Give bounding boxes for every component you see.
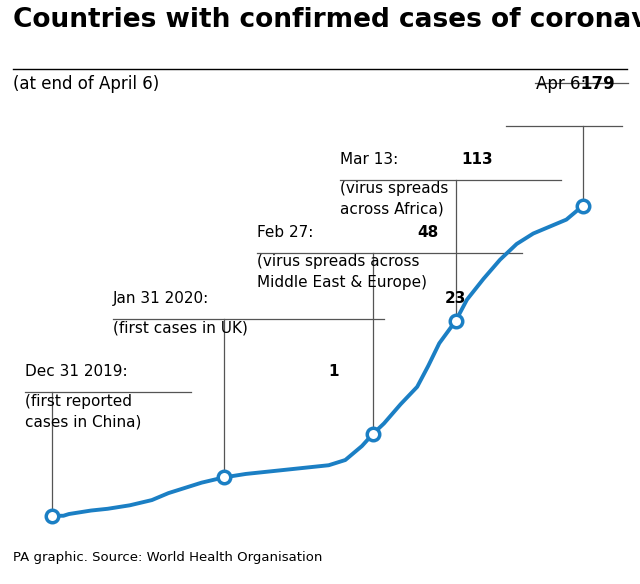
Text: 179: 179 [580,75,614,93]
Text: 48: 48 [417,225,438,240]
Text: PA graphic. Source: World Health Organisation: PA graphic. Source: World Health Organis… [13,551,322,564]
Text: (first reported
cases in China): (first reported cases in China) [25,394,141,429]
Text: Dec 31 2019:: Dec 31 2019: [25,364,132,379]
Text: (first cases in UK): (first cases in UK) [113,321,248,336]
Text: Feb 27:: Feb 27: [257,225,318,240]
Text: 23: 23 [445,291,466,306]
Text: 113: 113 [461,152,493,166]
Text: Countries with confirmed cases of coronavirus: Countries with confirmed cases of corona… [13,7,640,33]
Text: Apr 6:: Apr 6: [536,75,592,93]
Text: (at end of April 6): (at end of April 6) [13,75,159,93]
Text: (virus spreads across
Middle East & Europe): (virus spreads across Middle East & Euro… [257,255,427,290]
Text: Mar 13:: Mar 13: [340,152,403,166]
Text: Jan 31 2020:: Jan 31 2020: [113,291,214,306]
Text: 1: 1 [329,364,339,379]
Text: (virus spreads
across Africa): (virus spreads across Africa) [340,181,448,217]
